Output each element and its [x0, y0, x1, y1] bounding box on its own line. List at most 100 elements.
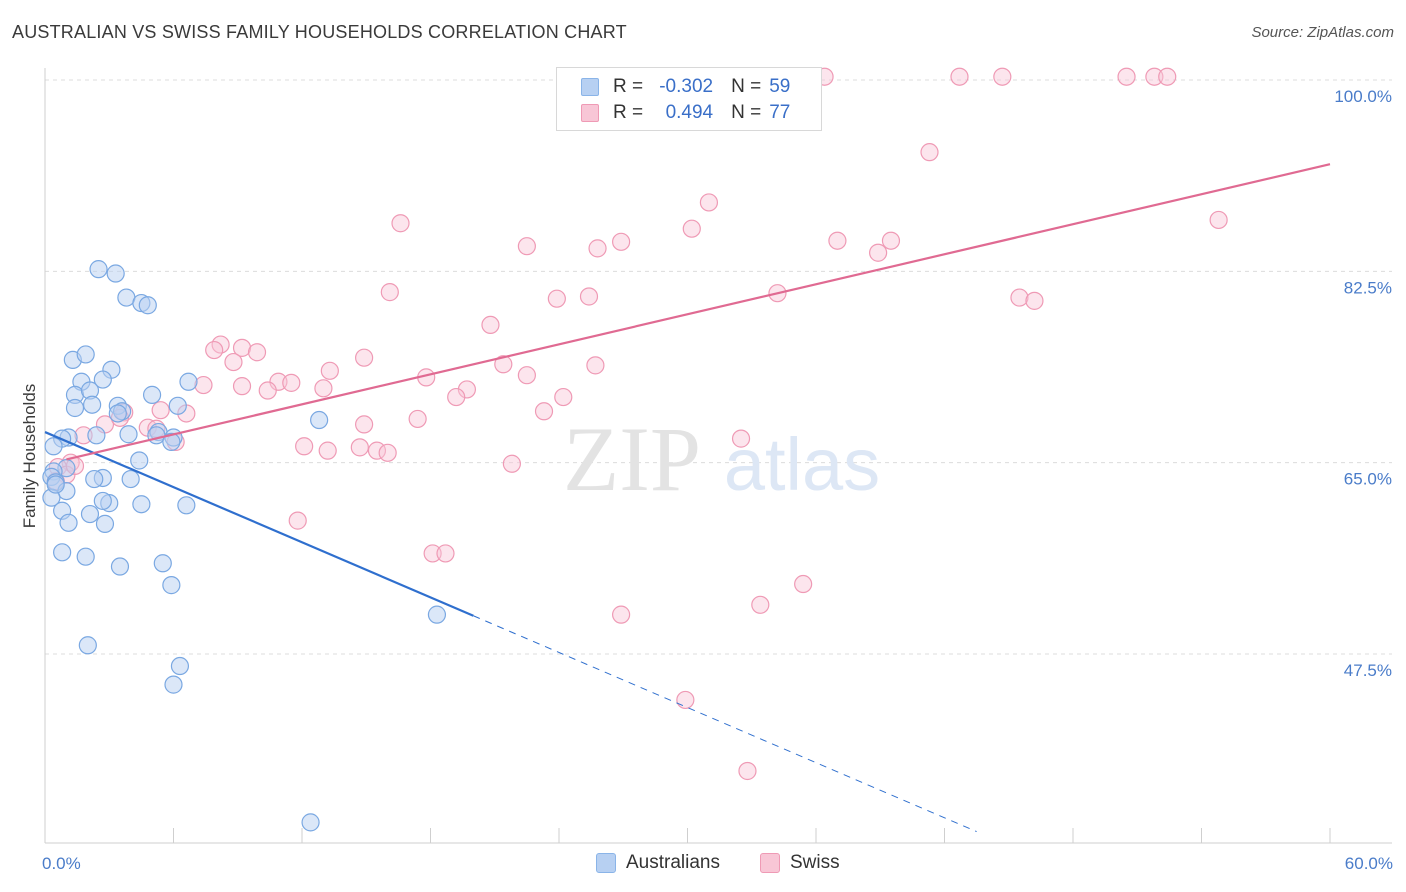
point-australians: [119, 425, 138, 444]
point-australians: [78, 636, 97, 655]
legend-swatch-australians: [581, 78, 599, 96]
legend-n-label: N =: [731, 102, 762, 123]
point-swiss: [151, 401, 170, 420]
point-australians: [93, 491, 112, 511]
point-australians: [108, 404, 127, 423]
point-australians: [301, 813, 320, 832]
point-swiss: [612, 232, 631, 251]
x-tick-label: 0.0%: [42, 854, 81, 873]
point-australians: [46, 475, 65, 494]
point-swiss: [481, 315, 500, 335]
point-swiss: [367, 441, 387, 460]
point-swiss: [380, 283, 399, 302]
point-swiss: [1117, 67, 1136, 86]
point-swiss: [408, 409, 427, 429]
legend-row-swiss: R = 0.494 N = 77: [581, 101, 790, 125]
point-australians: [130, 451, 149, 470]
legend-n-label: N =: [731, 76, 762, 97]
point-australians: [121, 469, 140, 489]
point-australians: [44, 437, 63, 456]
point-swiss: [1025, 291, 1044, 310]
point-australians: [310, 410, 329, 430]
point-swiss: [436, 544, 455, 563]
point-australians: [76, 345, 95, 364]
point-australians: [65, 398, 85, 418]
point-swiss: [194, 375, 213, 395]
point-swiss: [282, 373, 301, 392]
point-australians: [177, 496, 196, 515]
point-australians: [427, 605, 447, 624]
legend-item-swiss[interactable]: Swiss: [760, 852, 840, 874]
y-tick-labels: 47.5% 65.0% 82.5% 100.0%: [1334, 87, 1392, 680]
legend-label-australians: Australians: [626, 852, 720, 873]
gridlines: [45, 79, 1392, 655]
legend-r-label: R =: [613, 102, 644, 123]
point-australians: [138, 296, 157, 315]
point-australians: [179, 372, 198, 391]
point-australians: [59, 513, 78, 532]
point-swiss: [391, 214, 410, 233]
point-swiss: [993, 67, 1012, 86]
point-australians: [76, 547, 95, 566]
y-tick-label: 47.5%: [1344, 661, 1392, 680]
point-australians: [95, 514, 115, 533]
legend-item-australians[interactable]: Australians: [596, 852, 720, 874]
point-swiss: [534, 402, 554, 421]
point-swiss: [1145, 67, 1164, 86]
x-tick-label: 60.0%: [1345, 854, 1393, 873]
point-swiss: [205, 340, 224, 360]
point-swiss: [751, 595, 770, 614]
point-swiss: [378, 443, 397, 462]
point-australians: [83, 395, 102, 414]
legend-swatch-australians: [596, 853, 616, 873]
point-australians: [142, 385, 162, 404]
point-swiss: [1158, 67, 1177, 86]
point-swiss: [920, 143, 939, 162]
y-tick-label: 65.0%: [1344, 470, 1392, 489]
point-swiss: [738, 761, 757, 781]
stats-legend: R = -0.302 N = 59 R = 0.494 N = 77: [556, 67, 822, 131]
y-tick-label: 82.5%: [1344, 278, 1392, 297]
point-swiss: [699, 193, 719, 212]
chart-source: Source: ZipAtlas.com: [1251, 24, 1394, 41]
point-swiss: [320, 361, 339, 380]
chart-title: AUSTRALIAN VS SWISS FAMILY HOUSEHOLDS CO…: [12, 22, 627, 42]
legend-n-value: 77: [769, 102, 791, 123]
point-australians: [162, 432, 181, 451]
point-australians: [85, 469, 104, 489]
point-australians: [110, 557, 130, 576]
point-swiss: [355, 348, 374, 367]
legend-r-value: -0.302: [659, 76, 714, 97]
point-swiss: [517, 237, 536, 256]
point-swiss: [731, 429, 751, 448]
legend-r-value: 0.494: [665, 102, 714, 123]
point-swiss: [586, 356, 605, 375]
point-australians: [89, 260, 108, 279]
point-swiss: [682, 219, 701, 238]
point-australians: [80, 504, 100, 524]
watermark-zip: ZIP: [563, 408, 701, 510]
y-tick-label: 100.0%: [1334, 87, 1392, 106]
point-swiss: [794, 574, 813, 594]
point-swiss: [502, 454, 521, 473]
point-australians: [132, 495, 151, 514]
point-swiss: [547, 289, 566, 308]
x-tick-labels: 0.0% 60.0%: [42, 854, 1393, 873]
point-swiss: [355, 415, 374, 434]
point-swiss: [828, 231, 847, 250]
point-swiss: [588, 239, 607, 258]
point-swiss: [579, 287, 599, 306]
point-swiss: [350, 438, 369, 457]
point-australians: [53, 543, 72, 562]
point-swiss: [232, 338, 252, 357]
point-swiss: [423, 544, 442, 563]
point-swiss: [869, 243, 888, 262]
point-swiss: [494, 355, 513, 374]
point-swiss: [295, 437, 314, 456]
trend-lines: [44, 163, 1331, 833]
point-australians: [162, 576, 181, 595]
point-swiss: [247, 343, 267, 362]
point-swiss: [612, 605, 631, 624]
point-swiss: [1209, 210, 1228, 230]
